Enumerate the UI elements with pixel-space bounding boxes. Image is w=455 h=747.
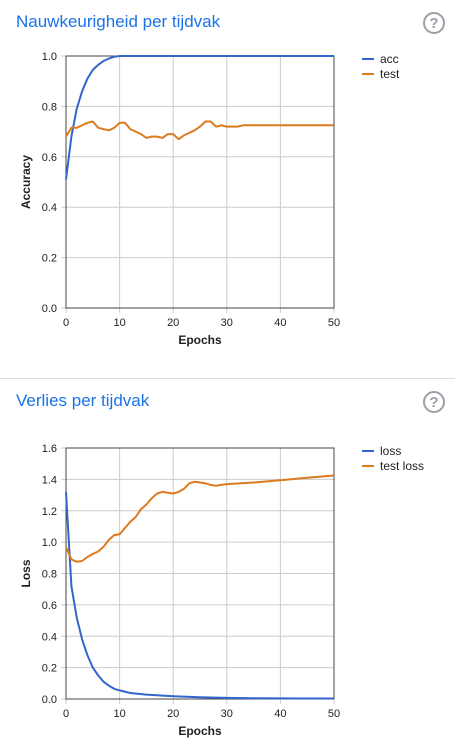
y-tick-label: 1.0 bbox=[42, 51, 57, 63]
y-tick-label: 1.2 bbox=[42, 506, 57, 518]
y-tick-label: 0.0 bbox=[42, 303, 57, 315]
y-tick-label: 0.2 bbox=[42, 663, 57, 675]
y-tick-label: 0.4 bbox=[42, 202, 57, 214]
x-tick-label: 10 bbox=[113, 708, 125, 720]
y-tick-label: 0.8 bbox=[42, 569, 57, 581]
y-tick-label: 1.6 bbox=[42, 443, 57, 455]
x-tick-label: 30 bbox=[221, 708, 233, 720]
series-line-test bbox=[66, 122, 334, 140]
y-axis-title: Loss bbox=[19, 559, 33, 587]
loss-chart-card: Verlies per tijdvak ? 0 10 20 30 40 50 0.0 0.2 0… bbox=[0, 379, 455, 747]
legend-label: loss bbox=[380, 444, 401, 458]
x-tick-label: 30 bbox=[221, 317, 233, 329]
y-tick-label: 0.6 bbox=[42, 600, 57, 612]
x-tick-label: 0 bbox=[63, 708, 69, 720]
accuracy-chart: 0 10 20 30 40 50 0.0 0.2 0.4 0.6 0.8 1.0 Epochs Accur… bbox=[0, 0, 455, 378]
y-tick-label: 0.4 bbox=[42, 631, 57, 643]
x-tick-label: 20 bbox=[167, 708, 179, 720]
x-tick-label: 50 bbox=[328, 708, 340, 720]
y-tick-label: 0.6 bbox=[42, 152, 57, 164]
x-tick-label: 20 bbox=[167, 317, 179, 329]
y-tick-label: 1.0 bbox=[42, 537, 57, 549]
series-line-acc bbox=[66, 56, 334, 180]
y-tick-label: 1.4 bbox=[42, 474, 57, 486]
x-tick-label: 50 bbox=[328, 317, 340, 329]
x-tick-label: 40 bbox=[274, 317, 286, 329]
x-axis-title: Epochs bbox=[178, 333, 222, 347]
series-line-test-loss bbox=[66, 476, 334, 562]
x-tick-label: 40 bbox=[274, 708, 286, 720]
y-tick-label: 0.8 bbox=[42, 101, 57, 113]
legend-label: acc bbox=[380, 52, 399, 66]
x-tick-label: 10 bbox=[113, 317, 125, 329]
y-axis-title: Accuracy bbox=[19, 155, 33, 209]
legend-label: test loss bbox=[380, 459, 424, 473]
x-axis-title: Epochs bbox=[178, 724, 222, 738]
y-tick-label: 0.2 bbox=[42, 253, 57, 265]
legend-label: test bbox=[380, 67, 400, 81]
plot-frame bbox=[66, 56, 334, 308]
accuracy-chart-card: Nauwkeurigheid per tijdvak ? 0 10 20 30 40 50… bbox=[0, 0, 455, 378]
x-tick-label: 0 bbox=[63, 317, 69, 329]
y-tick-label: 0.0 bbox=[42, 694, 57, 706]
loss-chart: 0 10 20 30 40 50 0.0 0.2 0.4 0.6 0.8 1.0 1.2 1.4 1.6 Ep… bbox=[0, 379, 455, 747]
